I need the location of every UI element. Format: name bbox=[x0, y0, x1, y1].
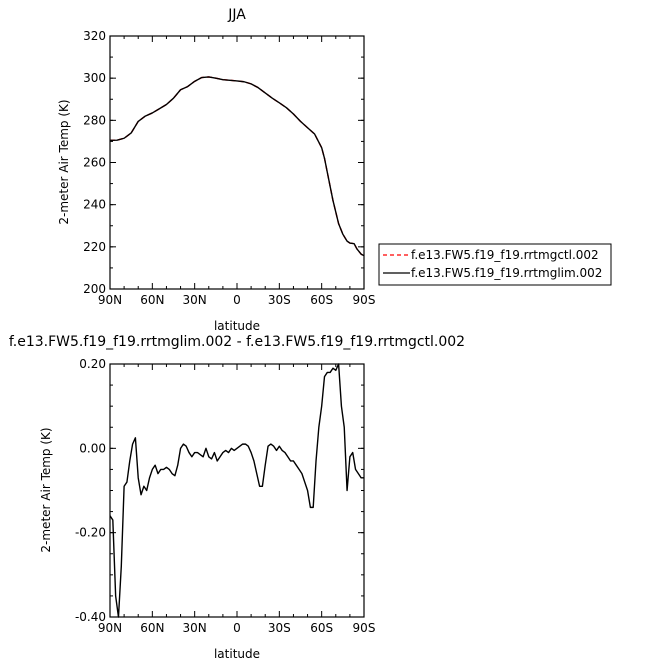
chart1-x-axis-label: latitude bbox=[214, 319, 260, 333]
chart2-series-layer bbox=[109, 363, 364, 618]
legend-label-lim: f.e13.FW5.f19_f19.rrtmglim.002 bbox=[411, 266, 602, 280]
chart2-series-line-0 bbox=[109, 363, 364, 618]
chart2-x-tick-label: 60S bbox=[310, 621, 333, 635]
chart2-x-tick-label: 30N bbox=[183, 621, 207, 635]
chart2-title: f.e13.FW5.f19_f19.rrtmglim.002 - f.e13.F… bbox=[9, 334, 465, 350]
chart1-y-tick-label: 200 bbox=[83, 282, 106, 296]
chart1-x-tick-label: 0 bbox=[233, 293, 241, 307]
chart2-plot-frame bbox=[109, 363, 365, 618]
chart2-y-axis-label: 2-meter Air Temp (K) bbox=[39, 427, 53, 552]
chart1-axes-layer: 90N 60N 30N 0 30S 60S 90S 200 220 240 260 280 300 320 bbox=[83, 29, 375, 307]
chart2-x-tick-label: 90S bbox=[353, 621, 376, 635]
chart1-series-layer bbox=[109, 76, 365, 257]
chart1-x-tick-label: 30S bbox=[268, 293, 291, 307]
chart2-x-axis-label: latitude bbox=[214, 647, 260, 661]
legend-box bbox=[378, 243, 612, 286]
chart1-y-tick-label: 280 bbox=[83, 113, 106, 127]
chart1-y-tick-label: 220 bbox=[83, 240, 106, 254]
chart2-x-tick-label: 90N bbox=[98, 621, 122, 635]
chart2-x-tick-label: 30S bbox=[268, 621, 291, 635]
chart1-legend: f.e13.FW5.f19_f19.rrtmgctl.002 f.e13.FW5… bbox=[378, 243, 612, 286]
temperature-chart: JJA 90N 60N 30N 0 30S 60S 90S 200 220 240 260 280 30… bbox=[57, 7, 612, 333]
chart1-y-tick-label: 240 bbox=[83, 198, 106, 212]
legend-label-ctl: f.e13.FW5.f19_f19.rrtmgctl.002 bbox=[411, 248, 599, 262]
chart1-y-tick-label: 260 bbox=[83, 156, 106, 170]
chart1-y-tick-label: 300 bbox=[83, 71, 106, 85]
chart1-x-tick-label: 30N bbox=[183, 293, 207, 307]
chart1-x-tick-label: 60S bbox=[310, 293, 333, 307]
difference-chart: f.e13.FW5.f19_f19.rrtmglim.002 - f.e13.F… bbox=[9, 334, 465, 661]
chart2-y-tick-label: -0.40 bbox=[75, 610, 106, 624]
chart1-x-tick-label: 90S bbox=[353, 293, 376, 307]
chart2-y-tick-label: 0.00 bbox=[79, 441, 106, 455]
chart2-axes-layer: 90N 60N 30N 0 30S 60S 90S -0.40 -0.20 0.00 0.20 bbox=[75, 357, 376, 635]
chart2-x-tick-label: 0 bbox=[233, 621, 241, 635]
chart2-y-tick-label: -0.20 bbox=[75, 526, 106, 540]
chart1-x-tick-label: 90N bbox=[98, 293, 122, 307]
chart1-x-tick-label: 60N bbox=[140, 293, 164, 307]
chart1-title: JJA bbox=[227, 7, 246, 23]
chart1-y-tick-label: 320 bbox=[83, 29, 106, 43]
chart1-series-line-1 bbox=[109, 76, 365, 257]
chart2-x-tick-label: 60N bbox=[140, 621, 164, 635]
chart1-y-axis-label: 2-meter Air Temp (K) bbox=[57, 99, 71, 224]
chart2-y-tick-label: 0.20 bbox=[79, 357, 106, 371]
